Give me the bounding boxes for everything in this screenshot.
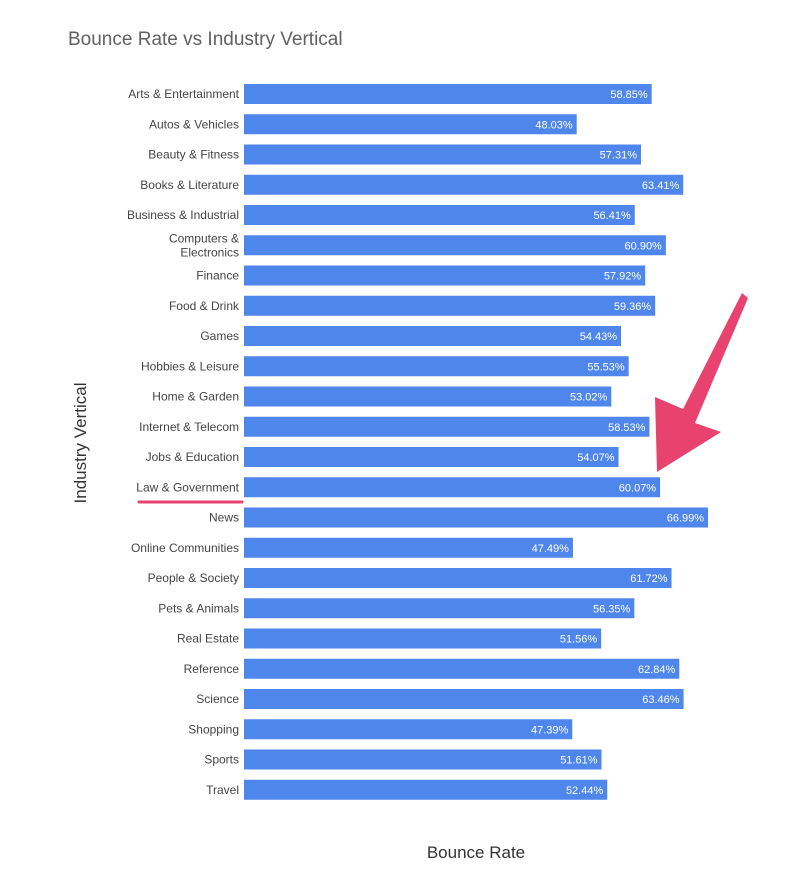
category-label-business-and-industrial: Business & Industrial bbox=[127, 208, 239, 222]
category-label-people-and-society: People & Society bbox=[148, 571, 239, 585]
value-label-law-and-government: 60.07% bbox=[619, 482, 657, 494]
value-label-games: 54.43% bbox=[580, 331, 618, 343]
value-label-finance: 57.92% bbox=[604, 271, 642, 283]
bar-beauty-and-fitness bbox=[244, 144, 641, 165]
bar-home-and-garden bbox=[244, 386, 612, 407]
category-label-home-and-garden: Home & Garden bbox=[152, 390, 239, 404]
value-label-jobs-and-education: 54.07% bbox=[577, 452, 615, 464]
bar-computers-and-electronics bbox=[244, 235, 666, 256]
category-label-law-and-government: Law & Government bbox=[136, 480, 239, 494]
category-label-sports: Sports bbox=[204, 753, 239, 767]
category-label-real-estate: Real Estate bbox=[177, 632, 239, 646]
value-label-business-and-industrial: 56.41% bbox=[593, 210, 631, 222]
category-label-news: News bbox=[209, 511, 239, 525]
category-label-reference: Reference bbox=[184, 662, 240, 676]
bar-jobs-and-education bbox=[244, 447, 619, 467]
value-label-computers-and-electronics: 60.90% bbox=[625, 240, 663, 252]
value-label-home-and-garden: 53.02% bbox=[570, 392, 608, 404]
category-label-pets-and-animals: Pets & Animals bbox=[158, 601, 239, 615]
bar-sports bbox=[244, 749, 602, 770]
value-label-sports: 51.61% bbox=[560, 755, 598, 767]
value-label-shopping: 47.39% bbox=[531, 724, 569, 736]
value-label-beauty-and-fitness: 57.31% bbox=[600, 150, 638, 162]
bar-hobbies-and-leisure bbox=[244, 356, 629, 377]
bar-shopping bbox=[244, 719, 573, 740]
bar-pets-and-animals bbox=[244, 598, 635, 619]
value-labels-group: 58.85% 48.03% 57.31% 63.41% 56.41% 60.90% 57.9… bbox=[531, 89, 704, 797]
value-label-internet-and-telecom: 58.53% bbox=[608, 422, 646, 434]
value-label-travel: 52.44% bbox=[566, 785, 604, 797]
category-label-books-and-literature: Books & Literature bbox=[140, 178, 239, 192]
category-label-shopping: Shopping bbox=[188, 722, 239, 736]
value-label-hobbies-and-leisure: 55.53% bbox=[587, 361, 625, 373]
value-label-food-and-drink: 59.36% bbox=[614, 301, 652, 313]
value-label-books-and-literature: 63.41% bbox=[642, 180, 680, 192]
bar-news bbox=[244, 507, 709, 528]
bars-group bbox=[244, 84, 709, 800]
value-label-reference: 62.84% bbox=[638, 664, 676, 676]
chart-title: Bounce Rate vs Industry Vertical bbox=[68, 29, 343, 50]
category-label-food-and-drink: Food & Drink bbox=[169, 299, 240, 313]
category-label-arts-and-entertainment: Arts & Entertainment bbox=[128, 87, 239, 101]
bar-books-and-literature bbox=[244, 174, 684, 195]
bar-food-and-drink bbox=[244, 295, 656, 316]
x-axis-title: Bounce Rate bbox=[427, 843, 525, 862]
bar-finance bbox=[244, 265, 646, 286]
bar-people-and-society bbox=[244, 568, 672, 588]
value-label-arts-and-entertainment: 58.85% bbox=[610, 89, 648, 101]
value-label-pets-and-animals: 56.35% bbox=[593, 603, 631, 615]
category-label-science: Science bbox=[196, 692, 239, 706]
bar-business-and-industrial bbox=[244, 205, 635, 225]
value-label-science: 63.46% bbox=[642, 694, 680, 706]
value-label-online-communities: 47.49% bbox=[532, 543, 570, 555]
bar-online-communities bbox=[244, 537, 573, 558]
category-labels-group: Arts & Entertainment Autos & Vehicles Beau… bbox=[127, 87, 240, 797]
bar-travel bbox=[244, 779, 608, 800]
category-label-finance: Finance bbox=[196, 269, 239, 283]
bar-arts-and-entertainment bbox=[244, 84, 652, 104]
value-label-people-and-society: 61.72% bbox=[630, 573, 668, 585]
category-label-online-communities: Online Communities bbox=[131, 541, 239, 555]
category-label-games: Games bbox=[200, 329, 239, 343]
bar-internet-and-telecom bbox=[244, 416, 650, 437]
y-axis-title: Industry Vertical bbox=[71, 383, 90, 504]
category-label-travel: Travel bbox=[206, 783, 239, 797]
category-label-computers-and-electronics: Computers & Electronics bbox=[169, 231, 239, 259]
category-label-beauty-and-fitness: Beauty & Fitness bbox=[148, 148, 239, 162]
category-label-hobbies-and-leisure: Hobbies & Leisure bbox=[141, 359, 239, 373]
bar-real-estate bbox=[244, 628, 602, 649]
bar-reference bbox=[244, 658, 680, 679]
category-label-jobs-and-education: Jobs & Education bbox=[146, 450, 239, 464]
bar-law-and-government bbox=[244, 477, 661, 498]
category-label-autos-and-vehicles: Autos & Vehicles bbox=[149, 117, 239, 131]
value-label-news: 66.99% bbox=[667, 513, 705, 525]
bar-games bbox=[244, 326, 622, 346]
bar-science bbox=[244, 689, 684, 709]
bar-autos-and-vehicles bbox=[244, 114, 577, 135]
highlight-arrow-icon bbox=[655, 293, 748, 472]
category-label-internet-and-telecom: Internet & Telecom bbox=[139, 420, 239, 434]
value-label-real-estate: 51.56% bbox=[560, 634, 598, 646]
value-label-autos-and-vehicles: 48.03% bbox=[535, 119, 573, 131]
